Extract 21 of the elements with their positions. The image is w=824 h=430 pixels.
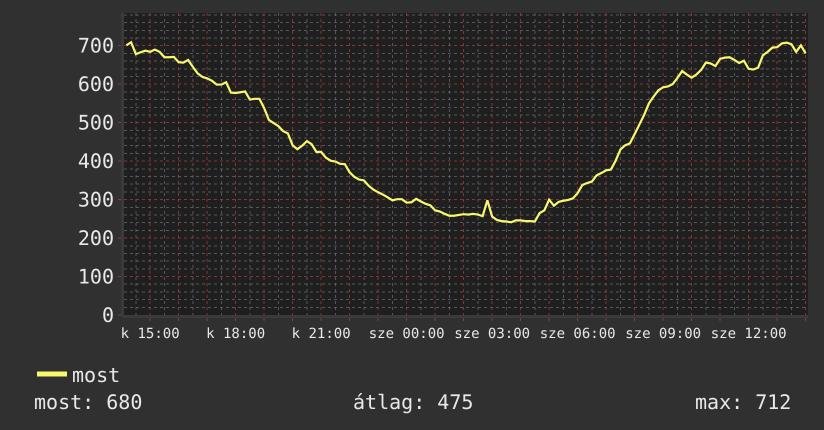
y-tick-label: 300 xyxy=(78,188,114,212)
x-tick-label: sze 03:00 xyxy=(454,326,530,342)
x-tick-label: k 15:00 xyxy=(120,326,180,342)
y-tick-label: 200 xyxy=(78,226,114,250)
x-tick-label: sze 00:00 xyxy=(368,326,445,342)
text: max: 712 xyxy=(695,390,792,414)
y-tick-label: 100 xyxy=(78,264,114,289)
x-tick-label: sze 09:00 xyxy=(625,326,702,342)
text: átlag: 475 xyxy=(353,390,474,414)
y-tick-label: 700 xyxy=(78,34,114,58)
line-series xyxy=(125,41,807,224)
y-tick-label: 500 xyxy=(78,110,114,135)
y-tick-label: 600 xyxy=(78,72,114,96)
x-tick-label: k 21:00 xyxy=(292,326,351,342)
y-tick-label: 0 xyxy=(102,303,114,327)
y-tick-label: 400 xyxy=(78,149,114,174)
x-tick-label: sze 12:00 xyxy=(710,326,787,342)
x-tick-label: k 18:00 xyxy=(206,326,266,342)
text: most: 680 xyxy=(34,390,142,414)
x-tick-label: sze 06:00 xyxy=(540,326,616,342)
legend-label: most xyxy=(72,362,120,387)
